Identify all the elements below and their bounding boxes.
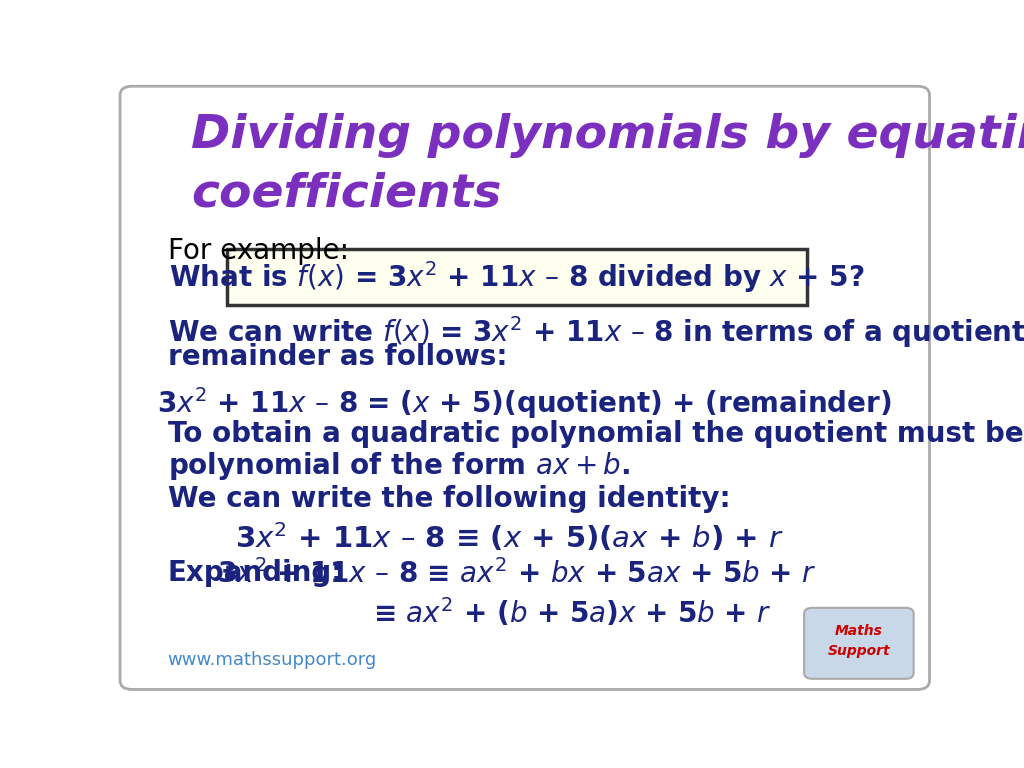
Text: We can write the following identity:: We can write the following identity:: [168, 485, 730, 514]
Text: Support: Support: [827, 644, 890, 658]
Text: 3$x^2$ + 11$x$ – 8 = ($x$ + 5)(quotient) + (remainder): 3$x^2$ + 11$x$ – 8 = ($x$ + 5)(quotient)…: [158, 385, 892, 421]
FancyBboxPatch shape: [120, 86, 930, 690]
Text: 3$x^2$ + 11$x$ – 8 ≡ ($x$ + 5)($ax$ + $b$) + $r$: 3$x^2$ + 11$x$ – 8 ≡ ($x$ + 5)($ax$ + $b…: [234, 521, 783, 554]
Text: 3$x^2$ + 11$x$ – 8 ≡ $ax^2$ + $bx$ + 5$ax$ + 5$b$ + $r$: 3$x^2$ + 11$x$ – 8 ≡ $ax^2$ + $bx$ + 5$a…: [217, 559, 817, 589]
Text: To obtain a quadratic polynomial the quotient must be a linear: To obtain a quadratic polynomial the quo…: [168, 420, 1024, 449]
Text: Maths: Maths: [835, 624, 883, 638]
FancyBboxPatch shape: [804, 607, 913, 679]
Text: polynomial of the form $ax + b$.: polynomial of the form $ax + b$.: [168, 450, 630, 482]
Text: For example:: For example:: [168, 237, 349, 265]
FancyBboxPatch shape: [227, 249, 807, 305]
Text: remainder as follows:: remainder as follows:: [168, 343, 507, 372]
Text: Expanding:: Expanding:: [168, 559, 343, 588]
Text: We can write $f(x)$ = 3$x^2$ + 11$x$ – 8 in terms of a quotient and a: We can write $f(x)$ = 3$x^2$ + 11$x$ – 8…: [168, 314, 1024, 349]
Text: coefficients: coefficients: [191, 172, 502, 217]
Text: ≡ $ax^2$ + ($b$ + 5$a$)$x$ + 5$b$ + $r$: ≡ $ax^2$ + ($b$ + 5$a$)$x$ + 5$b$ + $r$: [373, 596, 772, 629]
Text: What is $f(x)$ = 3$x^2$ + 11$x$ – 8 divided by $x$ + 5?: What is $f(x)$ = 3$x^2$ + 11$x$ – 8 divi…: [169, 259, 864, 295]
Text: Dividing polynomials by equating: Dividing polynomials by equating: [191, 113, 1024, 158]
Text: www.mathssupport.org: www.mathssupport.org: [168, 650, 377, 669]
